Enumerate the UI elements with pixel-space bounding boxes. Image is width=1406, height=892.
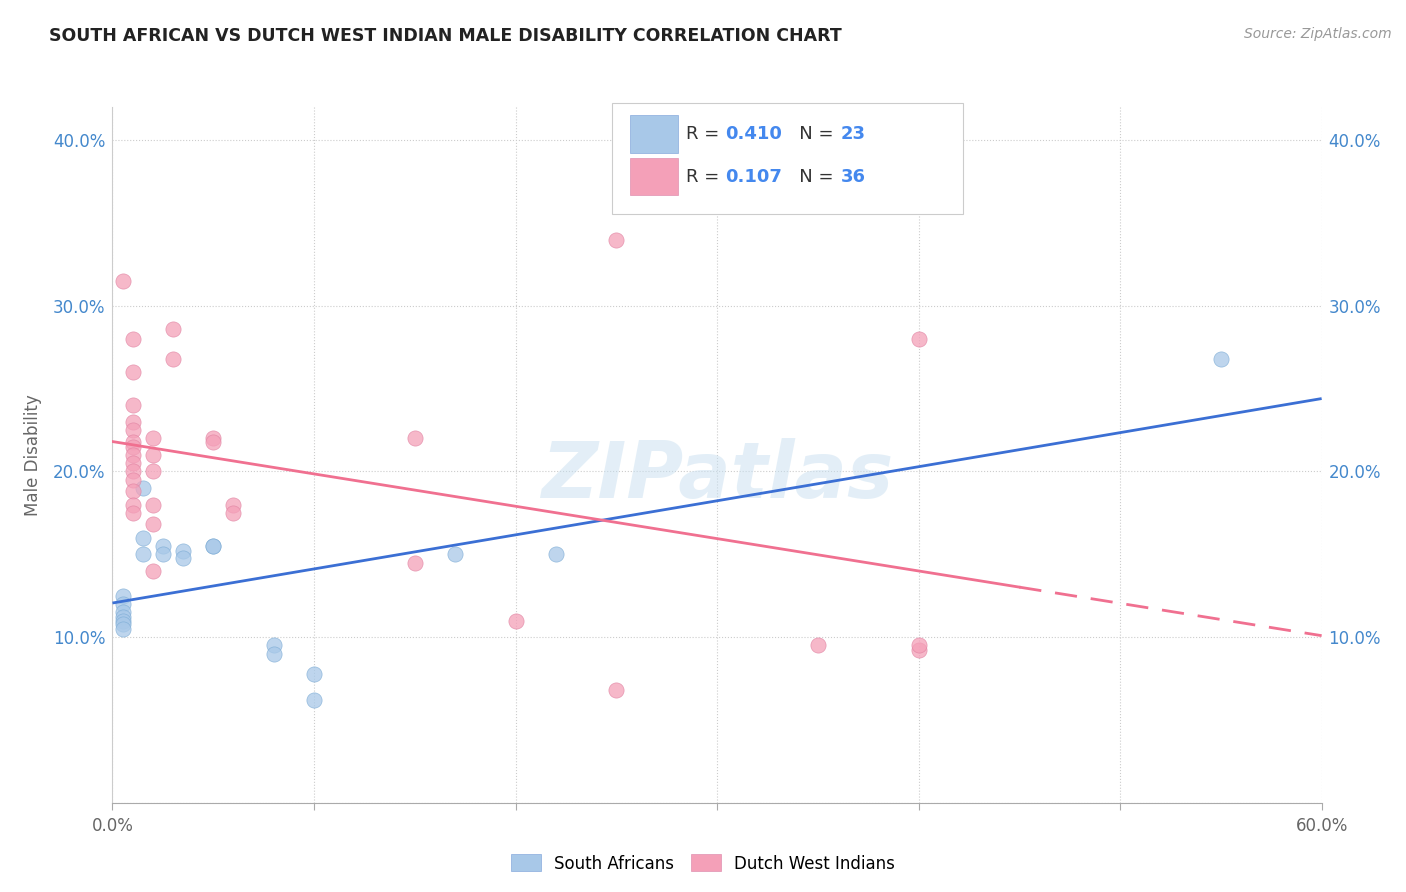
Point xyxy=(263,639,285,653)
Point xyxy=(807,639,830,653)
Point xyxy=(111,616,134,631)
Point xyxy=(121,498,143,512)
Point xyxy=(142,517,165,532)
Point xyxy=(111,622,134,636)
Text: SOUTH AFRICAN VS DUTCH WEST INDIAN MALE DISABILITY CORRELATION CHART: SOUTH AFRICAN VS DUTCH WEST INDIAN MALE … xyxy=(49,27,842,45)
Point xyxy=(132,481,155,495)
Point xyxy=(444,547,467,561)
Point xyxy=(121,332,143,346)
Point xyxy=(132,547,155,561)
Text: 23: 23 xyxy=(841,125,866,143)
Point xyxy=(121,398,143,412)
Text: R =: R = xyxy=(686,125,725,143)
Point xyxy=(111,605,134,619)
Point xyxy=(222,498,245,512)
Point xyxy=(404,431,426,445)
Point xyxy=(142,431,165,445)
Point xyxy=(162,351,184,366)
Point xyxy=(302,666,325,681)
Point xyxy=(544,547,567,561)
Point xyxy=(121,440,143,454)
Point xyxy=(202,539,225,553)
Text: ZIPatlas: ZIPatlas xyxy=(541,438,893,514)
Text: N =: N = xyxy=(782,125,839,143)
Point xyxy=(222,506,245,520)
Point xyxy=(152,547,174,561)
Text: 36: 36 xyxy=(841,168,866,186)
Point xyxy=(111,274,134,288)
Legend: South Africans, Dutch West Indians: South Africans, Dutch West Indians xyxy=(505,847,901,880)
Point xyxy=(172,544,194,558)
Point xyxy=(121,506,143,520)
Text: 0.410: 0.410 xyxy=(725,125,782,143)
Point xyxy=(121,456,143,470)
Point xyxy=(172,550,194,565)
Point xyxy=(302,693,325,707)
Point xyxy=(152,539,174,553)
Text: R =: R = xyxy=(686,168,725,186)
Text: N =: N = xyxy=(782,168,839,186)
Point xyxy=(162,322,184,336)
Y-axis label: Male Disability: Male Disability xyxy=(24,394,42,516)
Point xyxy=(121,473,143,487)
Point xyxy=(121,484,143,499)
Point xyxy=(111,614,134,628)
Point xyxy=(605,233,627,247)
Point xyxy=(111,610,134,624)
Point xyxy=(142,448,165,462)
Point xyxy=(111,597,134,611)
Point xyxy=(121,434,143,449)
Point xyxy=(907,643,929,657)
Point xyxy=(121,423,143,437)
Point xyxy=(142,564,165,578)
Point xyxy=(263,647,285,661)
Point xyxy=(121,465,143,479)
Point xyxy=(121,365,143,379)
Point xyxy=(1209,351,1232,366)
Text: 0.107: 0.107 xyxy=(725,168,782,186)
Point xyxy=(111,589,134,603)
Point xyxy=(132,531,155,545)
Point xyxy=(907,332,929,346)
Point xyxy=(404,556,426,570)
Point xyxy=(505,614,527,628)
Point xyxy=(202,431,225,445)
Point xyxy=(142,498,165,512)
Point xyxy=(121,448,143,462)
Point xyxy=(907,639,929,653)
Point xyxy=(202,434,225,449)
Point xyxy=(605,683,627,698)
Point xyxy=(202,539,225,553)
Point xyxy=(121,415,143,429)
Point xyxy=(142,465,165,479)
Text: Source: ZipAtlas.com: Source: ZipAtlas.com xyxy=(1244,27,1392,41)
